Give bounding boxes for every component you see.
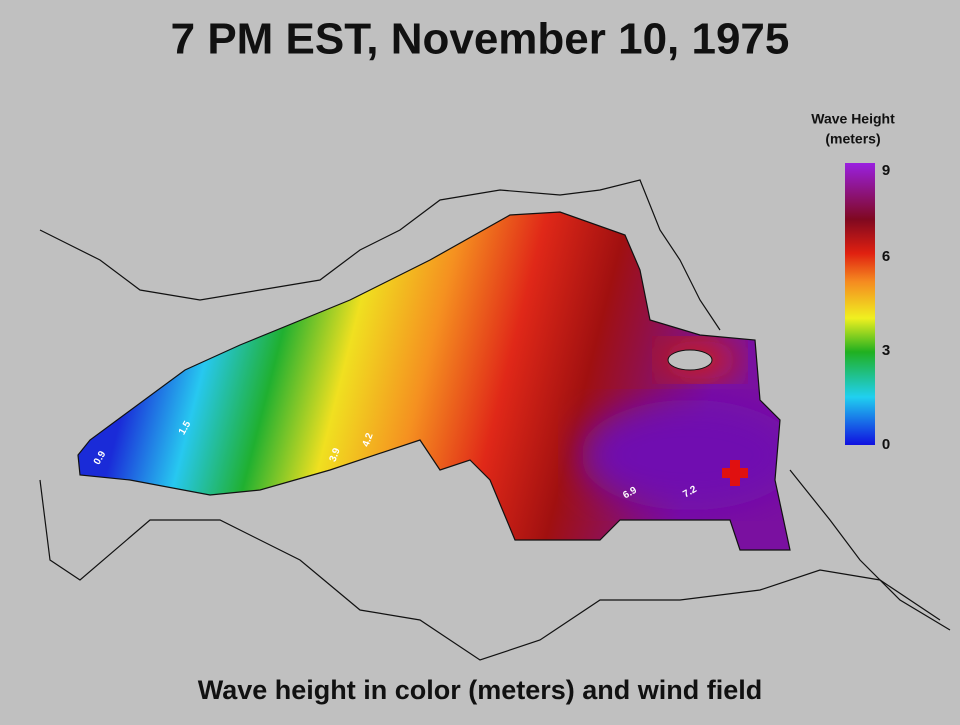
contour-label: 4.2 (361, 431, 376, 448)
coastline (39, 479, 941, 661)
legend-tick: 9 (882, 162, 890, 179)
coastline (789, 469, 951, 631)
coastline (39, 179, 721, 331)
legend-tick: 6 (882, 248, 890, 265)
island (667, 349, 713, 371)
legend-tick: 3 (882, 342, 890, 359)
lake-shore (77, 211, 791, 551)
legend-title: (meters) (825, 131, 880, 147)
ship-location (722, 460, 748, 486)
caption: Wave height in color (meters) and wind f… (198, 675, 763, 705)
colorbar (845, 163, 875, 445)
legend (845, 163, 875, 445)
title: 7 PM EST, November 10, 1975 (171, 15, 790, 64)
legend-title: Wave Height (811, 111, 895, 127)
contour-label: 3.9 (328, 446, 343, 463)
legend-tick: 0 (882, 436, 890, 453)
